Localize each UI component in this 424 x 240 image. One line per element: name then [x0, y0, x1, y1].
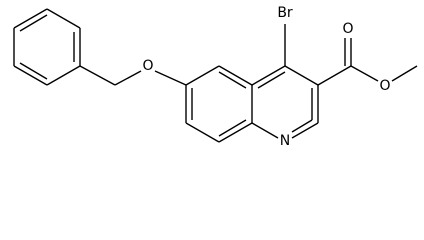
atom-label: O: [379, 78, 390, 94]
bonds: [13, 8, 418, 143]
atom-label: O: [342, 21, 353, 37]
structure: Br O O O N: [13, 5, 418, 149]
atom-label: Br: [277, 5, 293, 21]
atom-label: N: [280, 133, 290, 149]
atom-label: O: [142, 58, 153, 74]
